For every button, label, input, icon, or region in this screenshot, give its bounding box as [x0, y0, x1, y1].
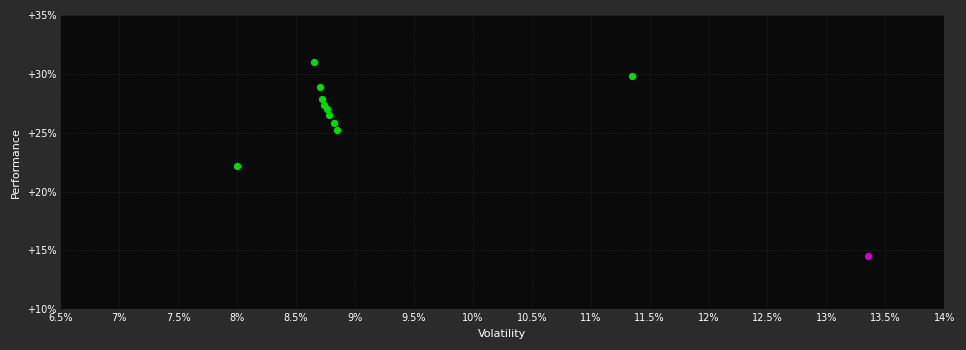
Point: [306, 60, 322, 65]
Y-axis label: Performance: Performance: [12, 127, 21, 198]
Point: [327, 120, 342, 126]
Point: [230, 163, 245, 168]
Point: [624, 74, 639, 79]
Point: [860, 253, 875, 259]
Point: [314, 96, 329, 101]
Point: [312, 84, 327, 90]
X-axis label: Volatility: Volatility: [478, 329, 526, 339]
Point: [322, 112, 337, 118]
Point: [317, 102, 332, 107]
Point: [329, 128, 345, 133]
Point: [319, 106, 334, 112]
